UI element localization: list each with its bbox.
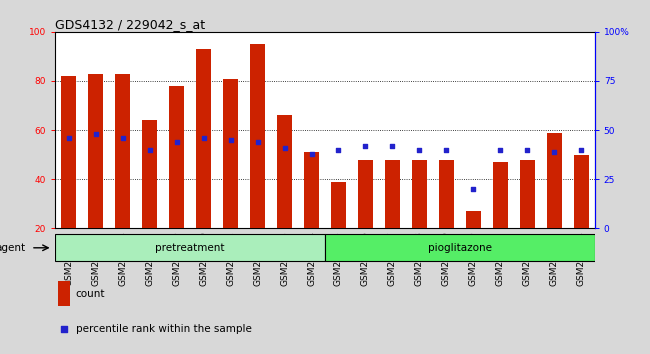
Bar <box>325 234 595 261</box>
Bar <box>574 155 589 228</box>
Bar <box>61 76 76 228</box>
Bar <box>331 182 346 228</box>
Point <box>64 135 74 141</box>
Text: GDS4132 / 229042_s_at: GDS4132 / 229042_s_at <box>55 18 205 31</box>
Text: pioglitazone: pioglitazone <box>428 243 492 253</box>
Bar <box>493 162 508 228</box>
Point <box>576 147 586 153</box>
Bar <box>304 152 319 228</box>
Bar <box>142 120 157 228</box>
Point <box>522 147 532 153</box>
Point <box>172 139 182 145</box>
Bar <box>547 132 562 228</box>
Point <box>306 151 317 156</box>
Bar <box>520 160 535 228</box>
Bar <box>412 160 427 228</box>
Bar <box>385 160 400 228</box>
Text: percentile rank within the sample: percentile rank within the sample <box>76 324 252 333</box>
Bar <box>250 44 265 228</box>
Point <box>90 131 101 137</box>
Point <box>414 147 424 153</box>
Point <box>398 172 409 178</box>
Text: agent: agent <box>0 243 25 253</box>
Bar <box>439 160 454 228</box>
Bar <box>196 49 211 228</box>
Point <box>280 145 290 150</box>
Bar <box>277 115 292 228</box>
Text: count: count <box>76 289 105 299</box>
Bar <box>55 234 325 261</box>
Point <box>360 143 370 149</box>
Bar <box>58 281 70 307</box>
Point <box>118 135 128 141</box>
Bar <box>466 211 481 228</box>
Point <box>495 147 506 153</box>
Text: pretreatment: pretreatment <box>155 243 225 253</box>
Point <box>387 143 398 149</box>
Point <box>198 135 209 141</box>
Bar <box>169 86 184 228</box>
Point <box>468 186 478 192</box>
Bar <box>223 79 238 228</box>
Bar <box>115 74 130 228</box>
Point <box>252 139 263 145</box>
Point <box>144 147 155 153</box>
Point <box>441 147 452 153</box>
Bar <box>88 74 103 228</box>
Point <box>226 137 236 143</box>
Bar <box>358 160 373 228</box>
Point <box>549 149 560 155</box>
Point <box>333 147 344 153</box>
